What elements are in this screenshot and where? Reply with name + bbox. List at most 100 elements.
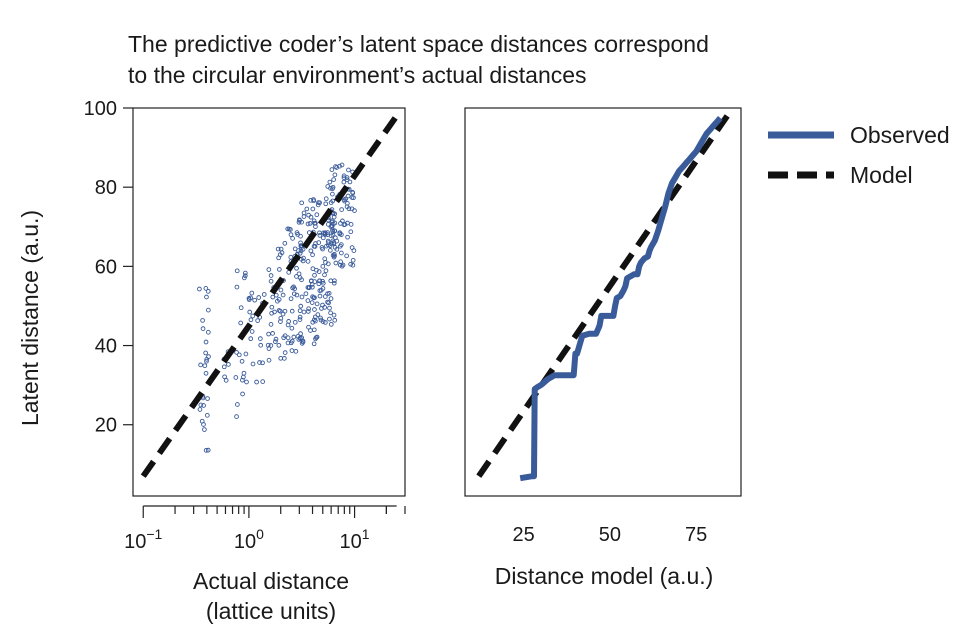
scatter-point [289, 308, 295, 314]
scatter-point [351, 248, 357, 253]
scatter-point [305, 298, 311, 303]
scatter-point [314, 212, 320, 218]
scatter-point [203, 447, 209, 453]
scatter-point [268, 273, 274, 278]
scatter-point [288, 296, 294, 302]
scatter-point [334, 246, 340, 252]
scatter-point [316, 281, 322, 287]
scatter-point [308, 197, 314, 203]
scatter-point [221, 364, 227, 370]
scatter-point [310, 294, 315, 300]
scatter-point [200, 326, 206, 331]
x-tick-label: 101 [340, 526, 370, 553]
scatter-point [328, 296, 334, 301]
scatter-point [294, 230, 300, 235]
qq-plot-frame [464, 107, 742, 497]
scatter-point [288, 254, 294, 260]
scatter-point [297, 250, 303, 256]
scatter-point [244, 379, 249, 385]
scatter-point [333, 235, 338, 241]
scatter-point [205, 288, 211, 294]
scatter-point [205, 307, 211, 313]
scatter-point [341, 179, 347, 185]
scatter-point [285, 335, 291, 341]
scatter-point [272, 309, 277, 315]
scatter-point [332, 228, 338, 234]
scatter-point [350, 190, 356, 196]
scatter-point [291, 291, 297, 297]
scatter-point [206, 329, 211, 335]
scatter-point [201, 422, 206, 427]
scatter-point [323, 201, 329, 207]
scatter-point [316, 269, 322, 274]
scatter-point [278, 315, 284, 321]
scatter-point [343, 196, 349, 202]
legend-observed-label: Observed [850, 122, 950, 148]
scatter-point [292, 319, 298, 325]
scatter-point [258, 342, 264, 348]
scatter-point [350, 262, 356, 268]
scatter-point [258, 336, 263, 341]
scatter-point [326, 240, 331, 245]
scatter-point [250, 313, 256, 319]
scatter-point [331, 177, 336, 182]
scatter-point [322, 231, 328, 237]
scatter-point [266, 267, 272, 272]
scatter-point [250, 361, 256, 367]
scatter-point [268, 343, 274, 348]
y-axis-label: Latent distance (a.u.) [17, 210, 43, 426]
scatter-point [312, 272, 317, 278]
scatter-point [289, 325, 295, 331]
scatter-point [282, 308, 288, 314]
scatter-point [301, 309, 307, 315]
scatter-point [299, 200, 305, 206]
scatter-point [350, 257, 356, 263]
scatter-point [311, 197, 316, 202]
scatter-point [298, 233, 303, 239]
scatter-point [291, 284, 296, 290]
scatter-point [254, 379, 259, 385]
scatter-point [341, 175, 347, 181]
scatter-point [205, 396, 210, 401]
scatter-plot-frame [132, 107, 406, 497]
qq-observed-line [519, 115, 723, 482]
legend: Observed Model [768, 122, 950, 188]
scatter-point [260, 360, 265, 366]
scatter-point [294, 265, 299, 271]
scatter-point [304, 206, 310, 212]
scatter-point [330, 252, 336, 258]
scatter-point [301, 255, 306, 261]
scatter-point [324, 243, 329, 249]
scatter-point [249, 290, 255, 296]
scatter-point [198, 402, 204, 408]
x-tick-label: 25 [513, 524, 535, 546]
scatter-point [266, 331, 271, 337]
scatter-point [275, 298, 280, 304]
scatter-point [342, 222, 348, 227]
scatter-point [203, 370, 209, 376]
scatter-point [349, 206, 355, 212]
scatter-point [203, 350, 208, 356]
scatter-point [296, 271, 302, 277]
scatter-point [204, 294, 209, 300]
scatter-point [320, 280, 326, 286]
scatter-point [285, 322, 291, 328]
scatter-point [344, 204, 350, 210]
scatter-point [299, 277, 304, 283]
scatter-point [292, 246, 298, 252]
scatter-point [248, 317, 254, 323]
x-tick-label: 10−1 [124, 526, 162, 553]
scatter-point [318, 315, 323, 321]
scatter-point [206, 354, 211, 360]
scatter-point [282, 240, 288, 246]
scatter-point [325, 261, 331, 267]
scatter-point [223, 378, 229, 383]
scatter-point [277, 267, 282, 272]
scatter-point [201, 403, 206, 408]
scatter-point [316, 200, 321, 205]
scatter-point [249, 329, 255, 334]
scatter-point [313, 220, 318, 226]
scatter-point [338, 221, 343, 226]
scatter-point [273, 339, 278, 345]
scatter-point [308, 278, 314, 284]
